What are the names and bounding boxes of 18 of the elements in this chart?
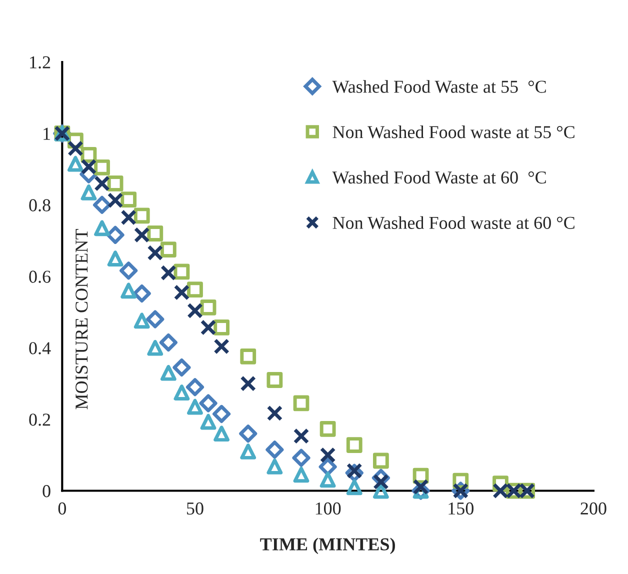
y-tick-label: 0.2 <box>29 414 50 426</box>
y-axis-title: MOISTURE CONTENT <box>76 229 88 410</box>
x-axis-title: TIME (MINTES) <box>260 538 395 554</box>
y-tick-label: 0.8 <box>29 199 50 212</box>
x-tick-label: 200 <box>580 502 606 515</box>
legend-label: Washed Food Waste at 60 °C <box>332 170 546 184</box>
x-tick-label: 50 <box>187 502 204 515</box>
legend-label: Washed Food Waste at 55 °C <box>332 80 546 93</box>
x-tick-label: 0 <box>58 502 66 515</box>
y-tick-label: 1.2 <box>30 56 50 69</box>
legend-label: Non Washed Food waste at 55 °C <box>332 126 574 138</box>
y-tick-label: 0 <box>42 485 50 498</box>
y-tick-label: 0.4 <box>29 342 51 354</box>
y-tick-label: 1 <box>44 128 50 140</box>
y-tick-label: 0.6 <box>29 270 51 283</box>
x-tick-label: 150 <box>448 502 474 515</box>
x-tick-label: 100 <box>316 502 341 515</box>
legend-label: Non Washed Food waste at 60 °C <box>332 216 574 230</box>
